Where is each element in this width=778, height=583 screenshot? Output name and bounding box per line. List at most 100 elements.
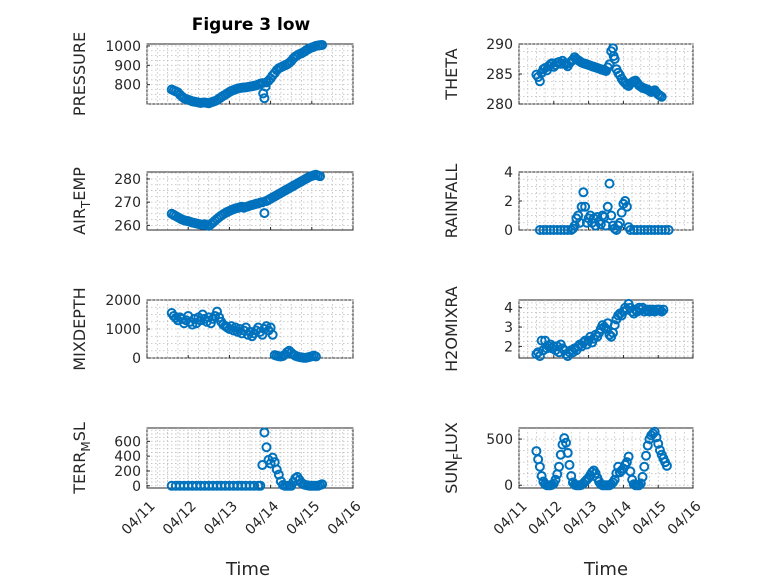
- data-point: [649, 426, 660, 437]
- y-axis-label: AIRTEMP: [70, 167, 93, 235]
- y-tick-label: 285: [486, 67, 513, 83]
- y-tick-label: 4: [504, 165, 513, 181]
- data-point: [658, 304, 669, 315]
- y-tick-label: 0: [132, 351, 141, 367]
- y-tick-label: 500: [486, 432, 513, 448]
- data-point: [604, 59, 615, 70]
- data-point: [315, 171, 326, 182]
- data-point: [609, 54, 620, 64]
- y-tick-label: 280: [486, 97, 513, 113]
- data-point: [555, 225, 566, 235]
- data-point: [621, 457, 632, 468]
- y-axis-label: THETA: [442, 48, 461, 100]
- data-point: [541, 225, 552, 235]
- data-point: [259, 93, 270, 104]
- data-point: [606, 210, 617, 221]
- data-point: [536, 335, 547, 346]
- x-tick-label: 04/12: [526, 498, 566, 538]
- data-point: [609, 320, 620, 331]
- data-point: [642, 440, 653, 451]
- data-point: [550, 474, 561, 485]
- y-tick-label: 600: [114, 434, 141, 450]
- y-tick-label: 280: [114, 172, 141, 188]
- data-point: [609, 474, 620, 485]
- y-tick-label: 2: [504, 339, 513, 355]
- data-point: [616, 207, 627, 218]
- data-point: [259, 208, 270, 219]
- data-point: [661, 460, 672, 471]
- data-point: [625, 225, 636, 235]
- data-point: [634, 480, 645, 491]
- x-tick-label: 04/15: [284, 498, 324, 538]
- data-point: [651, 432, 662, 443]
- y-tick-label: 800: [114, 78, 141, 94]
- y-tick-label: 400: [114, 449, 141, 465]
- data-point: [560, 437, 571, 448]
- data-point: [656, 225, 667, 235]
- data-point: [642, 225, 653, 235]
- data-point: [271, 464, 282, 475]
- data-point: [649, 225, 660, 235]
- data-point: [653, 438, 664, 449]
- x-tick-label: 04/11: [119, 498, 159, 538]
- data-points: [166, 306, 321, 363]
- y-axis-label: PRESSURE: [70, 32, 89, 116]
- data-point: [170, 312, 181, 323]
- y-tick-label: 200: [114, 464, 141, 480]
- data-point: [552, 225, 563, 235]
- data-point: [317, 39, 328, 50]
- data-point: [536, 471, 547, 481]
- y-tick-label: 1000: [105, 322, 141, 338]
- data-point: [632, 225, 643, 235]
- data-point: [637, 471, 648, 482]
- y-axis-label: TERRMSL: [70, 422, 93, 495]
- data-point: [267, 329, 278, 340]
- data-point: [635, 225, 646, 235]
- data-point: [580, 201, 591, 212]
- data-point: [562, 447, 573, 458]
- data-point: [534, 461, 545, 472]
- data-point: [656, 306, 667, 317]
- data-point: [554, 461, 565, 472]
- data-point: [602, 201, 613, 212]
- y-tick-label: 0: [504, 478, 513, 494]
- data-point: [653, 225, 664, 235]
- data-point: [566, 471, 577, 481]
- subplot-h2omixra: 2 3 4 H2OMIXRA: [442, 286, 694, 372]
- data-point: [635, 478, 646, 489]
- y-axis-label: MIXDEPTH: [70, 287, 89, 370]
- y-tick-label: 290: [486, 37, 513, 53]
- data-point: [641, 450, 652, 461]
- data-point: [562, 225, 573, 235]
- y-tick-label: 3: [504, 320, 513, 336]
- x-axis-label: Time: [583, 559, 628, 580]
- x-tick-label: 04/14: [595, 498, 635, 538]
- figure-title: Figure 3 low: [192, 15, 311, 35]
- data-point: [656, 91, 667, 102]
- subplot-pressure: 800 900 1000 PRESSURE: [70, 32, 354, 116]
- data-point: [534, 225, 545, 235]
- y-axis-label: SUNFLUX: [442, 422, 465, 494]
- y-tick-label: 2000: [105, 293, 141, 309]
- data-point: [620, 196, 631, 206]
- data-point: [578, 187, 589, 198]
- data-point: [601, 220, 611, 231]
- data-point: [259, 427, 270, 438]
- data-point: [628, 225, 639, 235]
- data-points: [531, 43, 667, 102]
- data-points: [166, 427, 328, 491]
- x-tick-label: 04/14: [242, 498, 282, 538]
- y-tick-label: 270: [114, 195, 141, 211]
- subplot-air_temp: 260 270 280 AIRTEMP: [70, 167, 354, 235]
- y-axis-label: RAINFALL: [442, 164, 461, 239]
- data-point: [639, 461, 650, 472]
- data-points: [531, 298, 669, 362]
- data-point: [621, 201, 632, 212]
- data-point: [574, 217, 585, 228]
- data-point: [538, 225, 549, 235]
- data-point: [604, 178, 615, 189]
- data-point: [647, 304, 658, 315]
